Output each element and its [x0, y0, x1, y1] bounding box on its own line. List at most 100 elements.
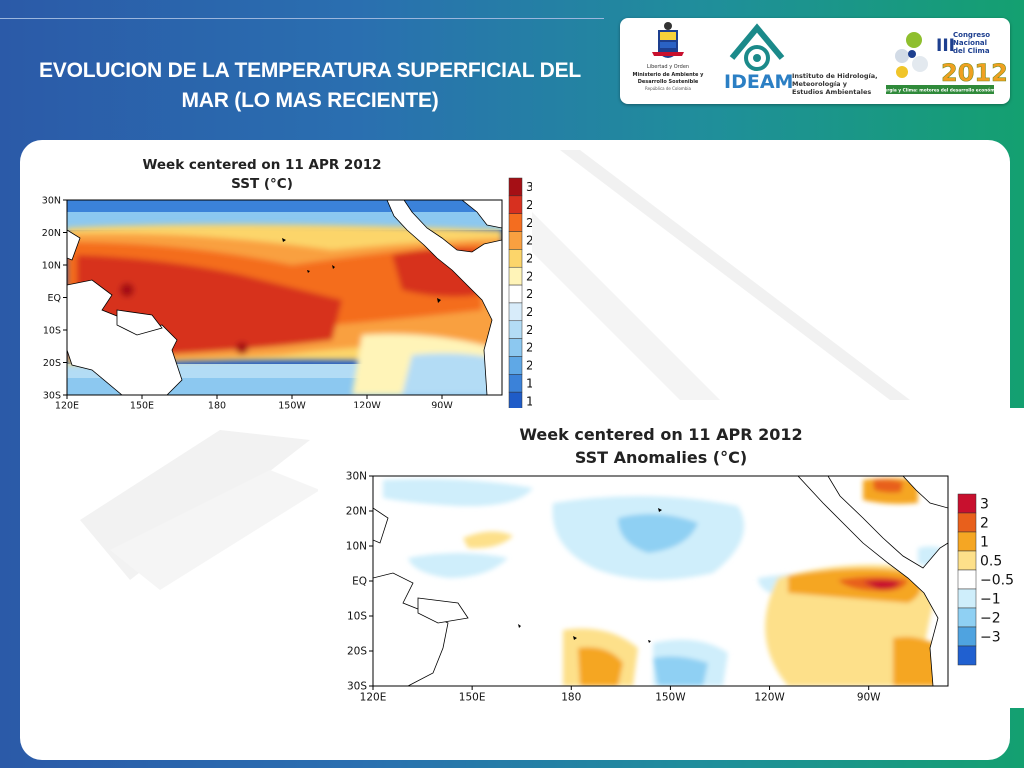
y-tick-label: 10N — [346, 541, 367, 553]
x-tick-label: 150E — [459, 692, 486, 704]
sst-field — [67, 200, 502, 395]
colorbar-label: 19 — [526, 376, 532, 390]
y-tick-label: 30N — [42, 195, 61, 206]
y-tick-label: 10S — [43, 325, 61, 336]
colorbar-label: −2 — [980, 610, 1001, 626]
sst-x-axis: 120E 150E 180 150W 120W 90W — [55, 395, 453, 412]
congreso-line-1: Congreso — [953, 31, 990, 39]
ideam-logo-icon — [729, 23, 785, 71]
x-tick-label: 180 — [208, 401, 226, 412]
colorbar-swatch — [508, 374, 523, 393]
colorbar-label: 27 — [526, 234, 532, 248]
colorbar-label: 30 — [526, 180, 532, 194]
colorbar-swatch — [508, 338, 523, 357]
colorbar-label: −0.5 — [980, 572, 1014, 588]
anomaly-field — [373, 476, 948, 686]
colorbar-label: 22 — [526, 323, 532, 337]
colorbar-label: 28 — [526, 216, 532, 230]
colorbar-swatch — [957, 493, 977, 514]
congreso-flower-icon — [895, 32, 928, 78]
colorbar-label: 25 — [526, 269, 532, 283]
header-rule — [0, 18, 604, 19]
ideam-line-3: Estudios Ambientales — [792, 88, 871, 96]
x-tick-label: 90W — [431, 401, 453, 412]
colorbar-label: 3 — [980, 496, 989, 512]
colorbar-swatch — [508, 266, 523, 286]
colorbar-swatch — [508, 284, 523, 304]
colorbar-label: 23 — [526, 305, 532, 319]
colorbar-swatch — [957, 645, 977, 666]
sst-chart-title: Week centered on 11 APR 2012 — [142, 157, 381, 173]
slide-title: EVOLUCION DE LA TEMPERATURA SUPERFICIAL … — [38, 59, 582, 112]
colorbar-label: 29 — [526, 198, 532, 212]
colorbar-label: −1 — [980, 591, 1001, 607]
colorbar-label: 0.5 — [980, 553, 1002, 569]
x-tick-label: 150E — [130, 401, 154, 412]
x-tick-label: 180 — [561, 692, 581, 704]
colorbar-swatch — [957, 588, 977, 609]
coat-of-arms-icon — [652, 22, 684, 58]
anomaly-y-axis: 30N 20N 10N EQ 10S 20S 30S — [346, 471, 373, 693]
congreso-line-3: del Clima — [953, 47, 990, 55]
y-tick-label: 20S — [43, 358, 61, 369]
x-tick-label: 120W — [353, 401, 381, 412]
sst-anomaly-chart: Week centered on 11 APR 2012 SST Anomali… — [318, 408, 1024, 713]
colorbar-swatch — [957, 569, 977, 590]
ideam-line-2: Meteorología y — [792, 80, 848, 88]
watermark — [20, 140, 1010, 760]
ideam-name: IDEAM — [724, 71, 793, 93]
colorbar-swatch — [957, 531, 977, 552]
congreso-numeral: III — [936, 36, 955, 56]
anomaly-chart-subtitle: SST Anomalies (°C) — [575, 448, 747, 467]
y-tick-label: 30S — [347, 681, 367, 693]
colorbar-swatch — [957, 550, 977, 571]
y-tick-label: 10S — [347, 611, 367, 623]
colorbar-label: −3 — [980, 629, 1001, 645]
colorbar-label: 1 — [980, 534, 989, 550]
colorbar-label: 24 — [526, 287, 532, 301]
congreso-tagline: Energía y Clima: motores del desarrollo … — [878, 87, 1001, 94]
colorbar-swatch — [508, 213, 523, 232]
colorbar-swatch — [508, 320, 523, 339]
ideam-line-1: Instituto de Hidrología, — [792, 72, 878, 80]
colorbar-swatch — [957, 626, 977, 647]
ministerio-line-1: Libertad y Orden — [647, 64, 689, 70]
colorbar-label: 2 — [980, 515, 989, 531]
ministerio-line-4: República de Colombia — [645, 86, 691, 91]
x-tick-label: 90W — [857, 692, 881, 704]
colorbar-label: 26 — [526, 252, 532, 266]
logo-strip: Libertad y Orden Ministerio de Ambiente … — [620, 18, 1010, 104]
colorbar-label: 21 — [526, 341, 532, 355]
anomaly-x-axis: 120E 150E 180 150W 120W 90W — [360, 686, 881, 704]
colorbar-swatch — [508, 231, 523, 250]
x-tick-label: 150W — [278, 401, 306, 412]
y-tick-label: 30N — [346, 471, 367, 483]
colorbar-label: 18 — [526, 394, 532, 408]
y-tick-label: 30S — [43, 390, 61, 401]
y-tick-label: EQ — [48, 293, 61, 304]
x-tick-label: 120E — [360, 692, 387, 704]
ministerio-line-3: Desarrollo Sostenible — [638, 79, 699, 85]
y-tick-label: 10N — [42, 260, 61, 271]
sst-chart-subtitle: SST (°C) — [231, 176, 293, 192]
colorbar-swatch — [508, 177, 523, 197]
colorbar-swatch — [957, 607, 977, 628]
sst-chart: Week centered on 11 APR 2012 SST (°C) — [32, 150, 541, 417]
colorbar-label: 20 — [526, 359, 532, 373]
congreso-year: 2012 — [941, 59, 1008, 87]
colorbar-swatch — [508, 249, 523, 268]
colorbar-swatch — [508, 302, 523, 322]
y-tick-label: 20N — [42, 228, 61, 239]
y-tick-label: 20N — [346, 506, 367, 518]
colorbar-swatch — [508, 356, 523, 375]
ministerio-line-2: Ministerio de Ambiente y — [633, 72, 705, 78]
anomaly-chart-title: Week centered on 11 APR 2012 — [519, 425, 802, 444]
y-tick-label: 20S — [347, 646, 367, 658]
colorbar-swatch — [508, 195, 523, 214]
colorbar-swatch — [957, 512, 977, 533]
x-tick-label: 120W — [754, 692, 785, 704]
x-tick-label: 150W — [655, 692, 686, 704]
y-tick-label: EQ — [352, 576, 367, 588]
anomaly-colorbar: 3 2 1 0.5 −0.5 −1 −2 −3 — [957, 493, 1014, 666]
congreso-line-2: Nacional — [953, 39, 987, 47]
